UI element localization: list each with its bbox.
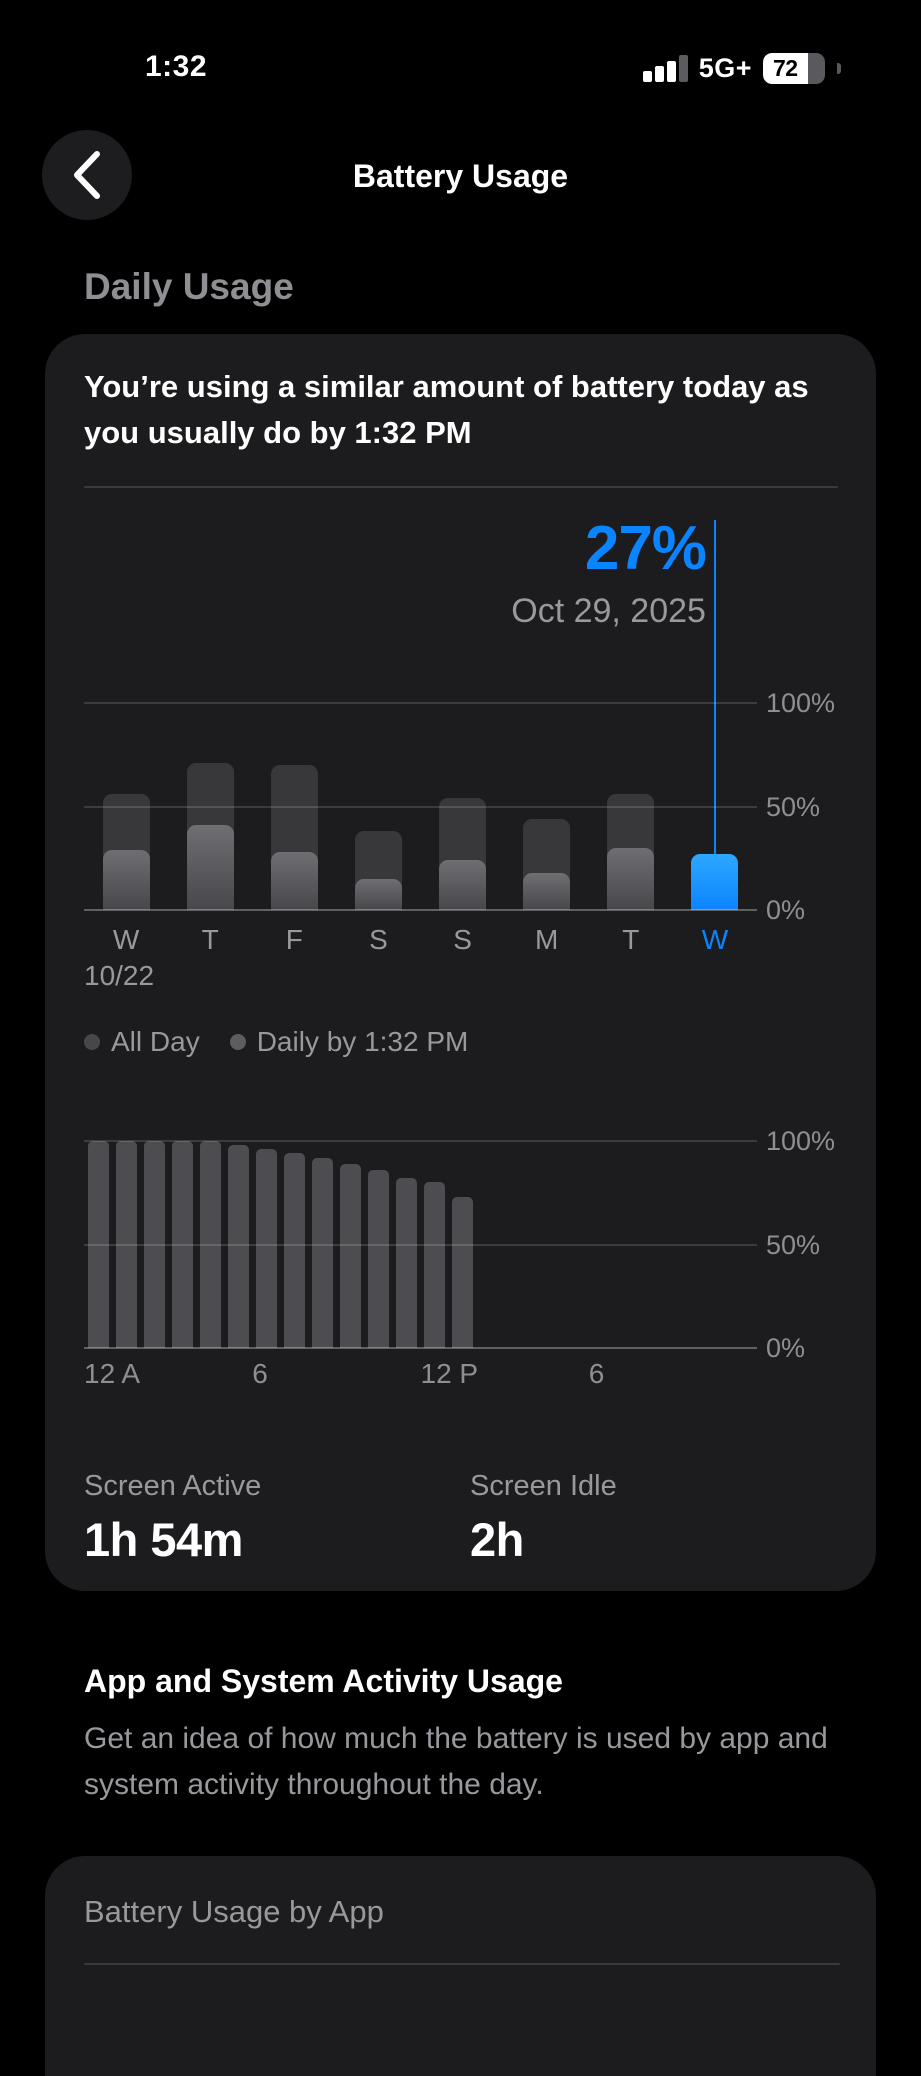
status-bar-icons: 5G+ 72 <box>642 52 841 84</box>
daily-usage-card: You’re using a similar amount of battery… <box>45 334 876 1591</box>
daily-usage-chart[interactable]: 100% 50% 0% <box>84 688 835 925</box>
apps-card-divider <box>84 1963 840 1965</box>
hour-label-6: 6 <box>252 1358 268 1389</box>
selection-line <box>713 520 716 855</box>
tick-label-50%: 50% <box>766 792 821 822</box>
legend-dot-all-day <box>84 1034 100 1050</box>
hour-bar-3[interactable] <box>171 1141 193 1348</box>
network-type-label: 5G+ <box>698 52 752 83</box>
battery-level-chart[interactable]: 100% 50% 0% <box>84 1126 835 1363</box>
bar-by-time-T-6[interactable] <box>607 847 655 910</box>
hour-bar-5[interactable] <box>227 1145 249 1348</box>
tick-label-100%: 100% <box>766 1126 836 1156</box>
gridline-0% <box>84 909 757 911</box>
usage-headline: You’re using a similar amount of battery… <box>84 369 809 450</box>
battery-icon: 72 <box>763 52 825 84</box>
screen-idle-label: Screen Idle <box>470 1470 617 1502</box>
screen-active-value: 1h 54m <box>84 1513 243 1566</box>
status-time: 1:32 <box>144 50 208 83</box>
day-label-T-6: T <box>622 924 640 955</box>
gridline-100% <box>84 702 757 704</box>
bar-by-time-M-5[interactable] <box>523 872 571 910</box>
section-description: Get an idea of how much the battery is u… <box>84 1722 828 1801</box>
day-label-S-3: S <box>369 924 388 955</box>
day-label-M-5: M <box>535 924 559 955</box>
day-label-W-7: W <box>701 924 729 955</box>
gridline-0% <box>84 1347 757 1349</box>
hour-label-12P: 12 P <box>420 1358 479 1389</box>
bar-by-time-F-2[interactable] <box>270 852 318 910</box>
headline-divider <box>84 486 838 488</box>
bar-by-time-W-0[interactable] <box>102 849 150 910</box>
back-button[interactable] <box>42 130 132 220</box>
page-title: Battery Usage <box>352 158 569 194</box>
bar-by-time-S-3[interactable] <box>354 878 402 910</box>
legend-label-daily-by-time: Daily by 1:32 PM <box>256 1026 469 1057</box>
bar-today-W[interactable] <box>691 854 739 910</box>
legend-dot-daily-by-time <box>229 1034 246 1050</box>
section-title-app-activity: App and System Activity Usage <box>84 1663 563 1699</box>
legend-item-daily-by-time: Daily by 1:32 PM <box>229 1026 469 1058</box>
day-label-T-1: T <box>201 924 219 955</box>
bar-by-time-S-4[interactable] <box>439 860 487 910</box>
chart-legend: All Day Daily by 1:32 PM <box>84 1026 468 1058</box>
tick-label-100%: 100% <box>766 688 836 718</box>
hour-label-12A: 12 A <box>84 1358 141 1389</box>
battery-fill <box>763 52 809 84</box>
signal-bar-2 <box>654 65 664 82</box>
battery-percent: 72 <box>773 54 798 81</box>
hour-bar-9[interactable] <box>339 1163 361 1348</box>
hour-bar-8[interactable] <box>311 1157 333 1348</box>
hour-bar-1[interactable] <box>115 1141 137 1348</box>
hour-bar-10[interactable] <box>367 1169 389 1348</box>
gridline-50% <box>84 806 757 808</box>
gridline-100% <box>84 1140 757 1142</box>
signal-bar-3 <box>666 60 676 82</box>
signal-bar-4 <box>678 54 688 82</box>
legend-label-all-day: All Day <box>111 1026 200 1057</box>
hour-bar-12[interactable] <box>424 1182 446 1348</box>
hour-axis: 12 A 6 12 P 6 <box>84 1356 757 1392</box>
signal-bar-1 <box>642 70 652 82</box>
hour-bar-4[interactable] <box>199 1141 221 1348</box>
screen-active-label: Screen Active <box>84 1470 262 1502</box>
day-label-S-4: S <box>453 924 472 955</box>
bar-by-time-T-1[interactable] <box>186 825 234 910</box>
screen-idle-value: 2h <box>470 1513 524 1566</box>
hour-bar-7[interactable] <box>283 1153 305 1348</box>
hour-label-6: 6 <box>588 1358 605 1389</box>
battery-by-app-card: Battery Usage by App <box>45 1856 876 2076</box>
callout-date: Oct 29, 2025 <box>511 592 706 630</box>
battery-cap <box>837 62 841 74</box>
cellular-signal-icon <box>642 54 688 82</box>
day-label-W-0: W <box>112 924 140 955</box>
gridline-50% <box>84 1244 757 1246</box>
tick-label-50%: 50% <box>766 1230 821 1260</box>
hour-bar-6[interactable] <box>255 1149 277 1348</box>
section-title-daily-usage: Daily Usage <box>84 266 294 307</box>
hour-bar-11[interactable] <box>395 1178 417 1348</box>
legend-item-all-day: All Day <box>84 1026 200 1058</box>
chevron-left-icon <box>74 151 100 199</box>
hour-bar-13[interactable] <box>452 1196 474 1348</box>
hour-bar-2[interactable] <box>143 1141 165 1348</box>
day-label-F-2: F <box>285 924 303 955</box>
hour-bar-0[interactable] <box>87 1141 109 1348</box>
battery-by-app-title: Battery Usage by App <box>84 1894 384 1929</box>
tick-label-0%: 0% <box>766 895 806 925</box>
start-date-label: 10/22 <box>84 960 155 991</box>
callout-percent: 27% <box>584 514 707 583</box>
tick-label-0%: 0% <box>766 1333 806 1363</box>
